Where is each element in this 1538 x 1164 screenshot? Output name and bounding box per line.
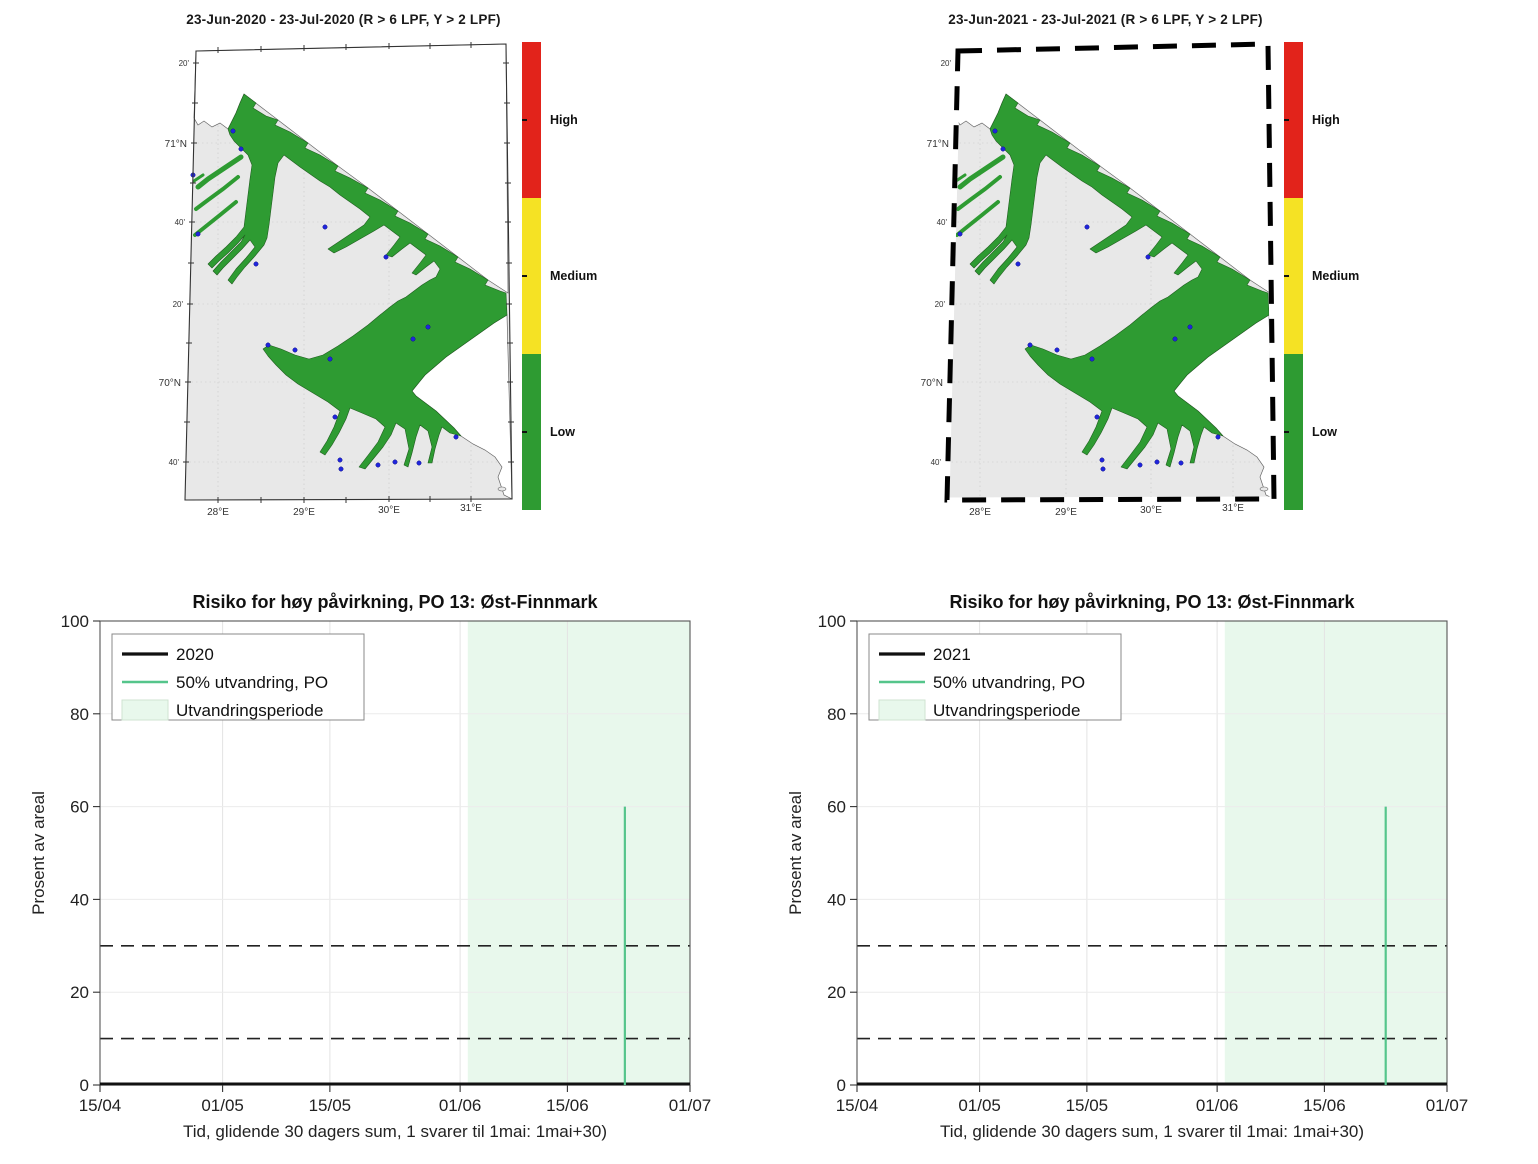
x-tick-label: 01/07 bbox=[669, 1096, 712, 1115]
legend-migration-label: 50% utvandring, PO bbox=[933, 673, 1085, 692]
y-tick-label: 20 bbox=[70, 983, 89, 1002]
maps-row: 23-Jun-2020 - 23-Jul-2020 (R > 6 LPF, Y … bbox=[0, 0, 1538, 576]
colorbar-tick bbox=[522, 119, 527, 121]
colorbar-low-segment bbox=[522, 354, 541, 510]
x-tick-label: 01/06 bbox=[1196, 1096, 1239, 1115]
legend-period-label: Utvandringsperiode bbox=[933, 701, 1080, 720]
colorbar-label-low: Low bbox=[550, 425, 575, 439]
x-tick-label: 01/06 bbox=[439, 1096, 482, 1115]
x-tick-label: 15/06 bbox=[546, 1096, 589, 1115]
y-tick-label: 0 bbox=[837, 1076, 846, 1095]
colorbar-high-segment bbox=[522, 42, 541, 198]
migration-period-shade bbox=[1224, 621, 1447, 1085]
y-tick-label: 100 bbox=[818, 612, 846, 631]
legend-period-label: Utvandringsperiode bbox=[176, 701, 323, 720]
x-tick-label: 01/05 bbox=[958, 1096, 1001, 1115]
legend: 2021 50% utvandring, PO Utvandringsperiode bbox=[868, 633, 1122, 721]
risk-colorbar-2021: High Medium Low bbox=[1284, 42, 1394, 510]
colorbar-tick bbox=[1284, 275, 1289, 277]
risk-colorbar-2020: High Medium Low bbox=[522, 42, 632, 510]
y-axis-label: Prosent av areal bbox=[29, 791, 48, 915]
x-axis-label: Tid, glidende 30 dagers sum, 1 svarer ti… bbox=[183, 1122, 607, 1141]
chart-title: Risiko for høy påvirkning, PO 13: Øst-Fi… bbox=[949, 592, 1355, 612]
colorbar-label-high: High bbox=[1312, 113, 1340, 127]
y-tick-label: 60 bbox=[827, 798, 846, 817]
chart-title: Risiko for høy påvirkning, PO 13: Øst-Fi… bbox=[192, 592, 598, 612]
colorbar-tick bbox=[1284, 431, 1289, 433]
legend-period-sample bbox=[121, 699, 169, 721]
x-tick-label: 15/05 bbox=[1066, 1096, 1109, 1115]
legend-series-label: 2021 bbox=[933, 645, 971, 664]
y-tick-label: 20 bbox=[827, 983, 846, 1002]
map-2021 bbox=[918, 32, 1293, 554]
y-tick-label: 40 bbox=[70, 890, 89, 909]
x-tick-label: 15/04 bbox=[79, 1096, 122, 1115]
y-tick-label: 100 bbox=[61, 612, 89, 631]
legend-migration-label: 50% utvandring, PO bbox=[176, 673, 328, 692]
colorbar-label-medium: Medium bbox=[1312, 269, 1360, 283]
x-axis-label: Tid, glidende 30 dagers sum, 1 svarer ti… bbox=[940, 1122, 1364, 1141]
x-tick-label: 15/04 bbox=[836, 1096, 879, 1115]
x-tick-label: 01/07 bbox=[1426, 1096, 1469, 1115]
colorbar-gradient bbox=[1284, 42, 1303, 510]
map-title-2021: 23-Jun-2021 - 23-Jul-2021 (R > 6 LPF, Y … bbox=[948, 12, 1263, 27]
map-title-2020: 23-Jun-2020 - 23-Jul-2020 (R > 6 LPF, Y … bbox=[186, 12, 501, 27]
map-2020 bbox=[156, 41, 515, 554]
map-panel-2021: 23-Jun-2021 - 23-Jul-2021 (R > 6 LPF, Y … bbox=[918, 12, 1398, 572]
y-tick-label: 40 bbox=[827, 890, 846, 909]
y-tick-label: 80 bbox=[70, 705, 89, 724]
colorbar-medium-segment bbox=[522, 198, 541, 354]
y-tick-label: 0 bbox=[80, 1076, 89, 1095]
risk-chart-2021: 15/04 01/05 15/05 01/06 15/06 01/07 0 20 40 60 80 1… bbox=[786, 592, 1469, 1141]
migration-period-shade bbox=[467, 621, 690, 1085]
y-tick-label: 60 bbox=[70, 798, 89, 817]
colorbar-medium-segment bbox=[1284, 198, 1303, 354]
legend-series-label: 2020 bbox=[176, 645, 214, 664]
map-panel-2020: 23-Jun-2020 - 23-Jul-2020 (R > 6 LPF, Y … bbox=[156, 12, 636, 572]
colorbar-high-segment bbox=[1284, 42, 1303, 198]
legend-period-sample bbox=[878, 699, 926, 721]
x-tick-label: 15/05 bbox=[309, 1096, 352, 1115]
colorbar-label-high: High bbox=[550, 113, 578, 127]
colorbar-low-segment bbox=[1284, 354, 1303, 510]
x-tick-label: 15/06 bbox=[1303, 1096, 1346, 1115]
colorbar-tick bbox=[522, 431, 527, 433]
colorbar-label-low: Low bbox=[1312, 425, 1337, 439]
risk-chart-2020: 15/04 01/05 15/05 01/06 15/06 01/07 0 20 40 60 80 1… bbox=[29, 592, 712, 1141]
legend: 2020 50% utvandring, PO Utvandringsperiode bbox=[111, 633, 365, 721]
y-axis-label: Prosent av areal bbox=[786, 791, 805, 915]
map-2020-art bbox=[159, 44, 512, 518]
x-tick-label: 01/05 bbox=[201, 1096, 244, 1115]
map-2021-art bbox=[921, 44, 1274, 518]
y-tick-label: 80 bbox=[827, 705, 846, 724]
charts-row: 15/04 01/05 15/05 01/06 15/06 01/07 0 20 40 60 80 1… bbox=[0, 578, 1538, 1164]
colorbar-tick bbox=[1284, 119, 1289, 121]
colorbar-tick bbox=[522, 275, 527, 277]
colorbar-label-medium: Medium bbox=[550, 269, 598, 283]
colorbar-gradient bbox=[522, 42, 541, 510]
